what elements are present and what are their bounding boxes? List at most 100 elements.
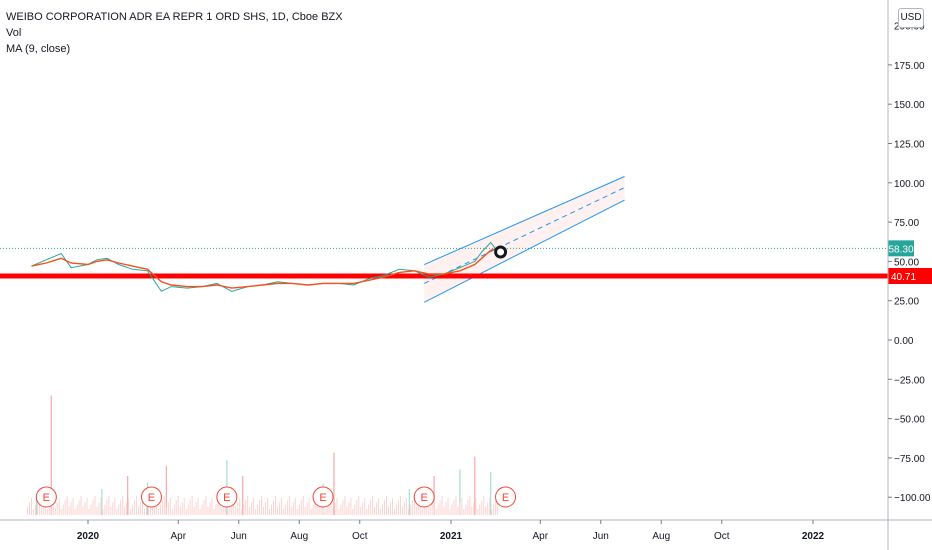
volume-bar (136, 495, 138, 515)
earnings-marker[interactable] (216, 486, 238, 508)
horizontal-lines[interactable]: 40.71 58.30 (0, 240, 932, 285)
volume-bar (243, 504, 245, 515)
volume-bar (58, 498, 60, 515)
volume-bar (138, 506, 140, 515)
volume-bar (342, 500, 344, 515)
x-tick-label: 2020 (77, 531, 100, 542)
volume-bar (191, 495, 193, 515)
volume-indicator-label[interactable]: Vol (6, 27, 22, 39)
volume-bar (471, 506, 473, 515)
channel-upper-line[interactable] (424, 176, 625, 266)
y-tick-label: 25.00 (894, 297, 919, 308)
volume-bar (54, 506, 56, 515)
ma-indicator-label[interactable]: MA (9, close) (6, 43, 71, 55)
volume-bar (336, 498, 338, 515)
channel-middle-line[interactable] (424, 187, 625, 284)
earnings-marker[interactable] (413, 486, 435, 508)
earnings-marker[interactable] (140, 486, 162, 508)
volume-bar (102, 509, 104, 515)
volume-bar (259, 500, 261, 515)
volume-bar (338, 509, 340, 515)
volume-bar (80, 495, 82, 515)
volume-bar (165, 506, 167, 515)
volume-bar (34, 504, 36, 515)
volume-bar (286, 500, 288, 515)
volume-bar (380, 509, 382, 515)
volume-bar (302, 495, 304, 515)
volume-bar (356, 500, 358, 515)
volume-bar (364, 498, 366, 515)
volume-bar (417, 502, 419, 515)
volume-bar (477, 509, 479, 515)
x-tick-label: Aug (290, 531, 308, 542)
volume-bar (453, 500, 455, 515)
volume-bar (443, 506, 445, 515)
volume-bar (167, 502, 169, 515)
cursor-point[interactable] (494, 245, 508, 259)
volume-bar (146, 504, 148, 515)
y-tick-label: −100.00 (894, 493, 931, 504)
parallel-channel[interactable] (423, 176, 625, 303)
volume-bar (278, 502, 280, 515)
y-tick-label: 100.00 (894, 179, 925, 190)
volume-bar (159, 504, 161, 515)
volume-bar (92, 500, 94, 515)
volume-bar (324, 509, 326, 515)
currency-button[interactable]: USD (898, 8, 924, 28)
earnings-marker[interactable] (312, 486, 334, 508)
cursor-marker[interactable] (494, 245, 508, 259)
volume-bar (310, 509, 312, 515)
volume-bar (108, 495, 110, 515)
volume-bar (457, 506, 459, 515)
time-axis[interactable]: 2020 Apr Jun Aug Oct 2021 Apr Jun Aug Oct 2022 (0, 519, 932, 542)
volume-bar (183, 498, 185, 515)
volume-bar (374, 506, 376, 515)
symbol-title[interactable]: WEIBO CORPORATION ADR EA REPR 1 ORD SHS,… (6, 11, 343, 23)
volume-bar (56, 502, 58, 515)
volume-bar (306, 502, 308, 515)
earnings-marker[interactable] (35, 486, 57, 508)
volume-bar (38, 495, 40, 515)
volume-bar (272, 500, 274, 515)
volume-bar (346, 506, 348, 515)
volume-bar (231, 500, 233, 515)
volume-bar (120, 500, 122, 515)
volume-bar (389, 502, 391, 515)
volume-bar (221, 506, 223, 515)
volume-bar (169, 498, 171, 515)
volume-bar (40, 506, 42, 515)
channel-lower-line[interactable] (423, 199, 625, 303)
volume-bar (370, 500, 372, 515)
y-tick-label: 50.00 (894, 257, 919, 268)
volume-bar (147, 500, 149, 515)
volume-bar (52, 495, 54, 515)
volume-bar (326, 504, 328, 515)
volume-bar (78, 500, 80, 515)
earnings-label: E (148, 492, 155, 504)
volume-bar (251, 502, 253, 515)
volume-bar (185, 509, 187, 515)
support-line-badge[interactable] (888, 268, 932, 285)
volume-bar (282, 509, 284, 515)
earnings-marker[interactable] (495, 486, 517, 508)
volume-bar (249, 506, 251, 515)
volume-bar (415, 506, 417, 515)
volume-bar (463, 509, 465, 515)
support-line-value: 40.71 (891, 272, 916, 283)
volume-bar (223, 502, 225, 515)
volume-bar (247, 495, 249, 515)
volume-bar (116, 509, 118, 515)
volume-bar (104, 504, 106, 515)
last-price-badge[interactable] (888, 240, 914, 257)
volume-bar (401, 506, 403, 515)
volume-bar (124, 506, 126, 515)
volume-bar (64, 500, 66, 515)
volume-bar (449, 509, 451, 515)
y-tick-label: 175.00 (894, 61, 925, 72)
x-tick-label: Jun (593, 531, 609, 542)
volume-bar (84, 502, 86, 515)
volume-bar (233, 495, 235, 515)
last-price-value: 58.30 (888, 244, 913, 255)
